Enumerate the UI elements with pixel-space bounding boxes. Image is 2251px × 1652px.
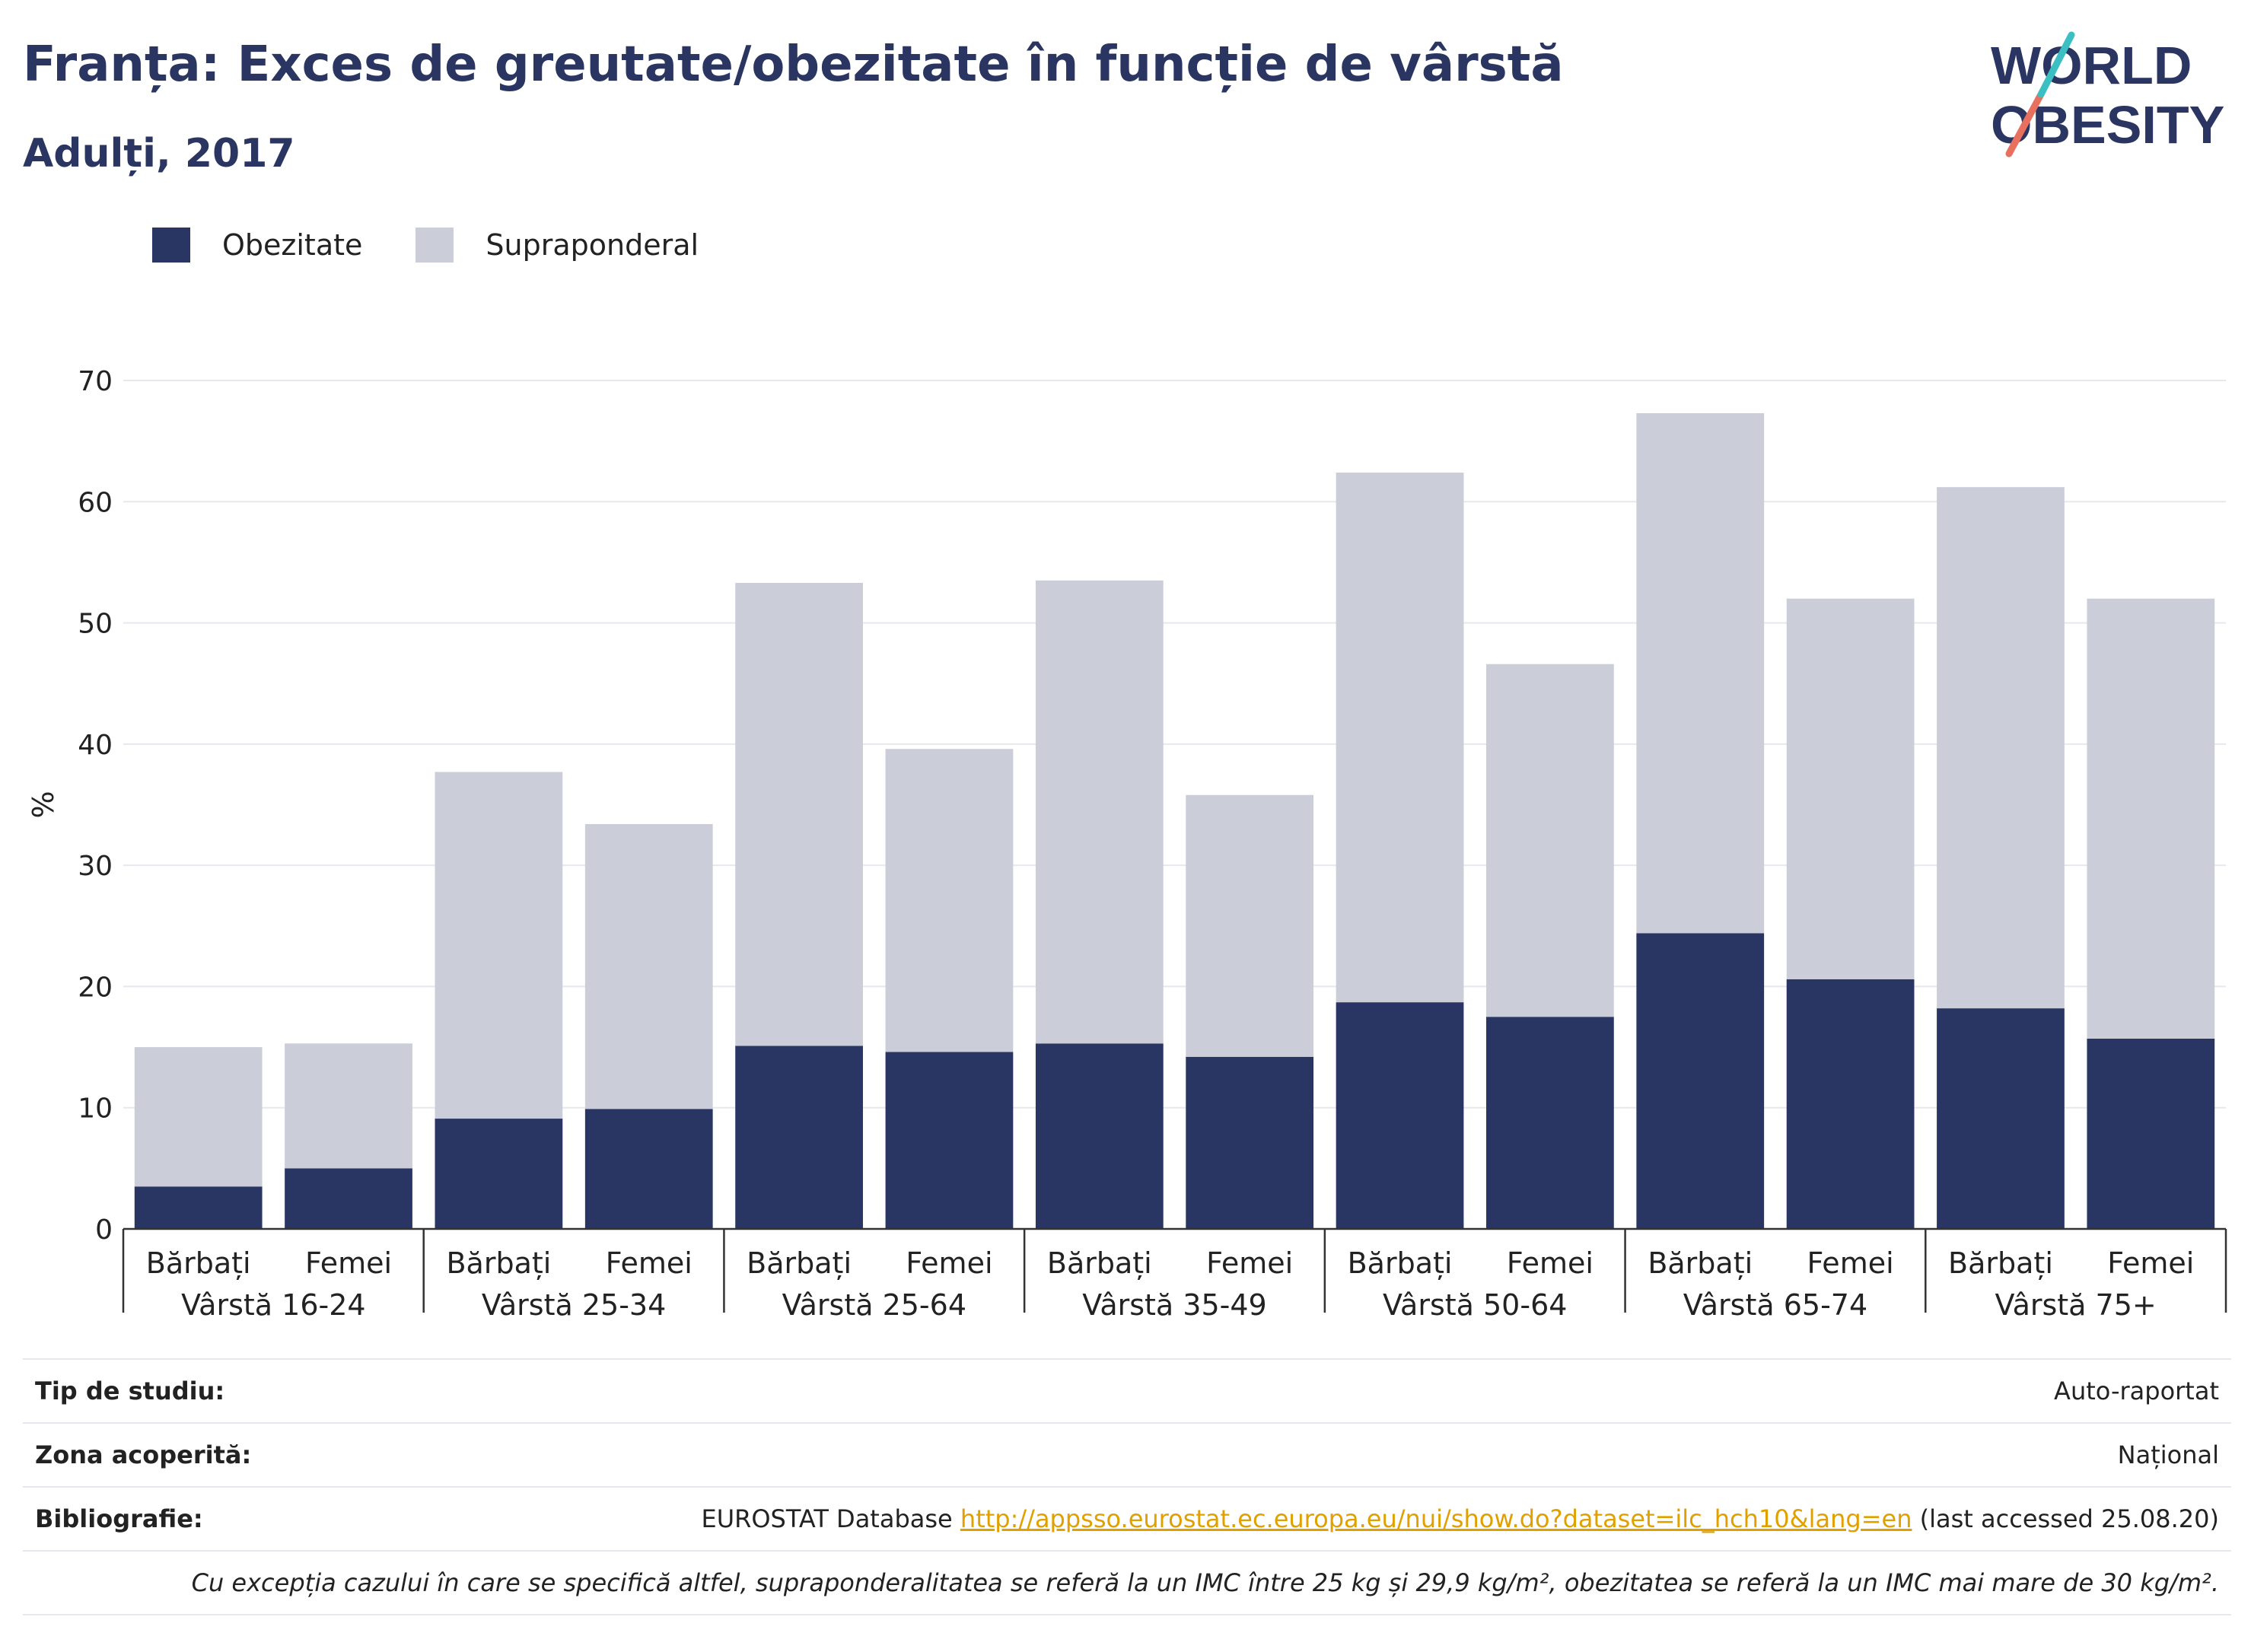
bar-obesity [1636, 933, 1765, 1229]
y-tick-label: 40 [78, 730, 113, 761]
x-tick-label: Bărbați [146, 1246, 251, 1280]
chart-legend: Obezitate Supraponderal [152, 222, 752, 268]
x-tick-label: Femei [2107, 1246, 2194, 1280]
x-tick-label: Femei [1807, 1246, 1894, 1280]
bar-overweight [134, 1047, 263, 1187]
chart-subtitle: Adulți, 2017 [23, 131, 295, 177]
chart-title: Franța: Exces de greutate/obezitate în f… [23, 37, 1564, 93]
bar-obesity [1937, 1008, 2065, 1229]
bar-overweight [1636, 413, 1765, 934]
coverage-value: Național [2117, 1440, 2219, 1469]
y-tick-label: 10 [78, 1093, 113, 1125]
bar-obesity [1186, 1056, 1314, 1229]
bar-obesity [584, 1109, 713, 1229]
group-label: Vârstă 25-34 [482, 1288, 666, 1322]
x-tick-label: Femei [606, 1246, 692, 1280]
bar-overweight [2087, 598, 2215, 1039]
info-table: Tip de studiu: Auto-raportat Zona acoper… [23, 1358, 2231, 1615]
logo-line2: OBESITY [1991, 95, 2224, 154]
coverage-label: Zona acoperită: [35, 1440, 252, 1469]
y-tick-label: 50 [78, 609, 113, 640]
group-label: Vârstă 65-74 [1683, 1288, 1867, 1322]
bibliography-row: Bibliografie: EUROSTAT Database http://a… [23, 1486, 2231, 1550]
x-tick-label: Bărbați [1348, 1246, 1453, 1280]
study-type-row: Tip de studiu: Auto-raportat [23, 1358, 2231, 1422]
study-type-label: Tip de studiu: [35, 1377, 225, 1405]
legend-item-overweight: Supraponderal [415, 228, 699, 263]
bar-overweight [435, 772, 563, 1119]
y-tick-label: 20 [78, 972, 113, 1003]
bar-obesity [1786, 979, 1915, 1229]
bar-overweight [1035, 580, 1164, 1044]
study-type-value: Auto-raportat [2054, 1377, 2219, 1405]
group-label: Vârstă 75+ [1995, 1288, 2157, 1322]
stacked-bar-chart: 0 10 20 30 40 50 60 70% Bărbați Femei Bărbați Femei… [27, 366, 2227, 1322]
x-tick-label: Bărbați [1948, 1246, 2053, 1280]
bar-obesity [1486, 1017, 1614, 1229]
bar-overweight [1486, 664, 1614, 1017]
bar-overweight [735, 583, 863, 1046]
y-axis-label: % [27, 791, 60, 818]
legend-label-overweight: Supraponderal [486, 228, 699, 262]
world-obesity-logo: WORLD OBESITY [1991, 31, 2224, 158]
x-tick-label: Bărbați [747, 1246, 852, 1280]
legend-swatch-obesity [152, 228, 190, 263]
bar-obesity [134, 1186, 263, 1229]
group-label: Vârstă 50-64 [1383, 1288, 1567, 1322]
group-label: Vârstă 35-49 [1082, 1288, 1266, 1322]
x-tick-label: Bărbați [446, 1246, 551, 1280]
bar-overweight [584, 823, 713, 1109]
group-label: Vârstă 16-24 [181, 1288, 365, 1322]
x-tick-label: Bărbați [1648, 1246, 1753, 1280]
bibliography-suffix: (last accessed 25.08.20) [1912, 1504, 2219, 1533]
y-tick-label: 60 [78, 487, 113, 518]
bar-obesity [2087, 1038, 2215, 1229]
legend-item-obesity: Obezitate [152, 228, 362, 263]
bar-obesity [885, 1052, 1014, 1229]
bar-overweight [885, 749, 1014, 1052]
bar-obesity [285, 1168, 412, 1229]
x-tick-label: Bărbați [1047, 1246, 1152, 1280]
y-tick-label: 0 [95, 1214, 113, 1246]
group-label: Vârstă 25-64 [782, 1288, 966, 1322]
bar-overweight [1336, 473, 1464, 1003]
bar-obesity [1035, 1043, 1164, 1229]
bibliography-prefix: EUROSTAT Database [701, 1504, 960, 1533]
definition-note: Cu excepția cazului în care se specifică… [191, 1568, 2219, 1597]
legend-swatch-overweight [415, 228, 454, 263]
coverage-row: Zona acoperită: Național [23, 1422, 2231, 1486]
bibliography-link[interactable]: http://appsso.eurostat.ec.europa.eu/nui/… [960, 1504, 1912, 1533]
bar-overweight [1786, 598, 1915, 979]
bar-overweight [285, 1043, 412, 1169]
y-tick-label: 30 [78, 851, 113, 882]
legend-label-obesity: Obezitate [222, 228, 363, 262]
bar-obesity [735, 1046, 863, 1229]
note-row: Cu excepția cazului în care se specifică… [23, 1550, 2231, 1615]
bar-overweight [1937, 487, 2065, 1009]
x-tick-label: Femei [1507, 1246, 1594, 1280]
y-tick-label: 70 [78, 366, 113, 397]
logo-line1: WORLD [1991, 36, 2192, 95]
x-tick-label: Femei [1206, 1246, 1293, 1280]
x-tick-label: Femei [906, 1246, 992, 1280]
bar-obesity [435, 1119, 563, 1229]
bar-obesity [1336, 1002, 1464, 1229]
bibliography-value: EUROSTAT Database http://appsso.eurostat… [701, 1504, 2219, 1533]
bar-overweight [1186, 794, 1314, 1057]
x-tick-label: Femei [305, 1246, 392, 1280]
bibliography-label: Bibliografie: [35, 1504, 203, 1533]
